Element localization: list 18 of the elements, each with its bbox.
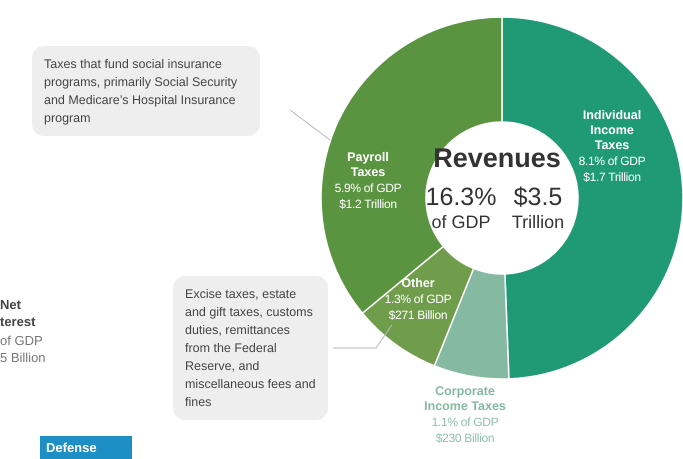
text: Taxes that fund social insurance programs, primarily Social Security and Medicare’s Hospital Insurance program (32, 46, 260, 136)
slice-label: Corporate Income Taxes (423, 384, 507, 414)
data-label: 1.3% of GDP $271 Billion (384, 291, 452, 323)
slice-label: Payroll Taxes (346, 150, 390, 180)
text: of GDP (0, 333, 43, 349)
data-label: 8.1% of GDP $1.7 Trillion (578, 154, 646, 184)
text: 5 Billion (0, 350, 46, 366)
slice-label: Individual Income Taxes (582, 108, 642, 153)
text: Revenues (432, 143, 562, 174)
text: Net (0, 297, 21, 313)
data-label: 1.1% of GDP $230 Billion (430, 414, 500, 446)
text: $3.5 Trillion (510, 183, 566, 233)
slice-label: Other (400, 276, 436, 291)
text: Excise taxes, estate and gift taxes, customs duties, remittances from the Federal Reserve, and miscellaneous fees and fines (173, 276, 328, 420)
text: Defense (46, 440, 97, 456)
text: terest (0, 314, 36, 330)
data-label: 5.9% of GDP $1.2 Trillion (334, 180, 402, 212)
text: 16.3% of GDP (425, 183, 497, 233)
